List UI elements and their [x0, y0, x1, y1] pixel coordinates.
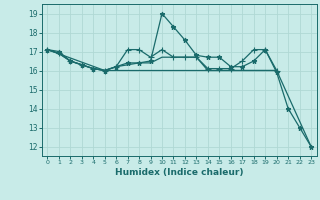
- X-axis label: Humidex (Indice chaleur): Humidex (Indice chaleur): [115, 168, 244, 177]
